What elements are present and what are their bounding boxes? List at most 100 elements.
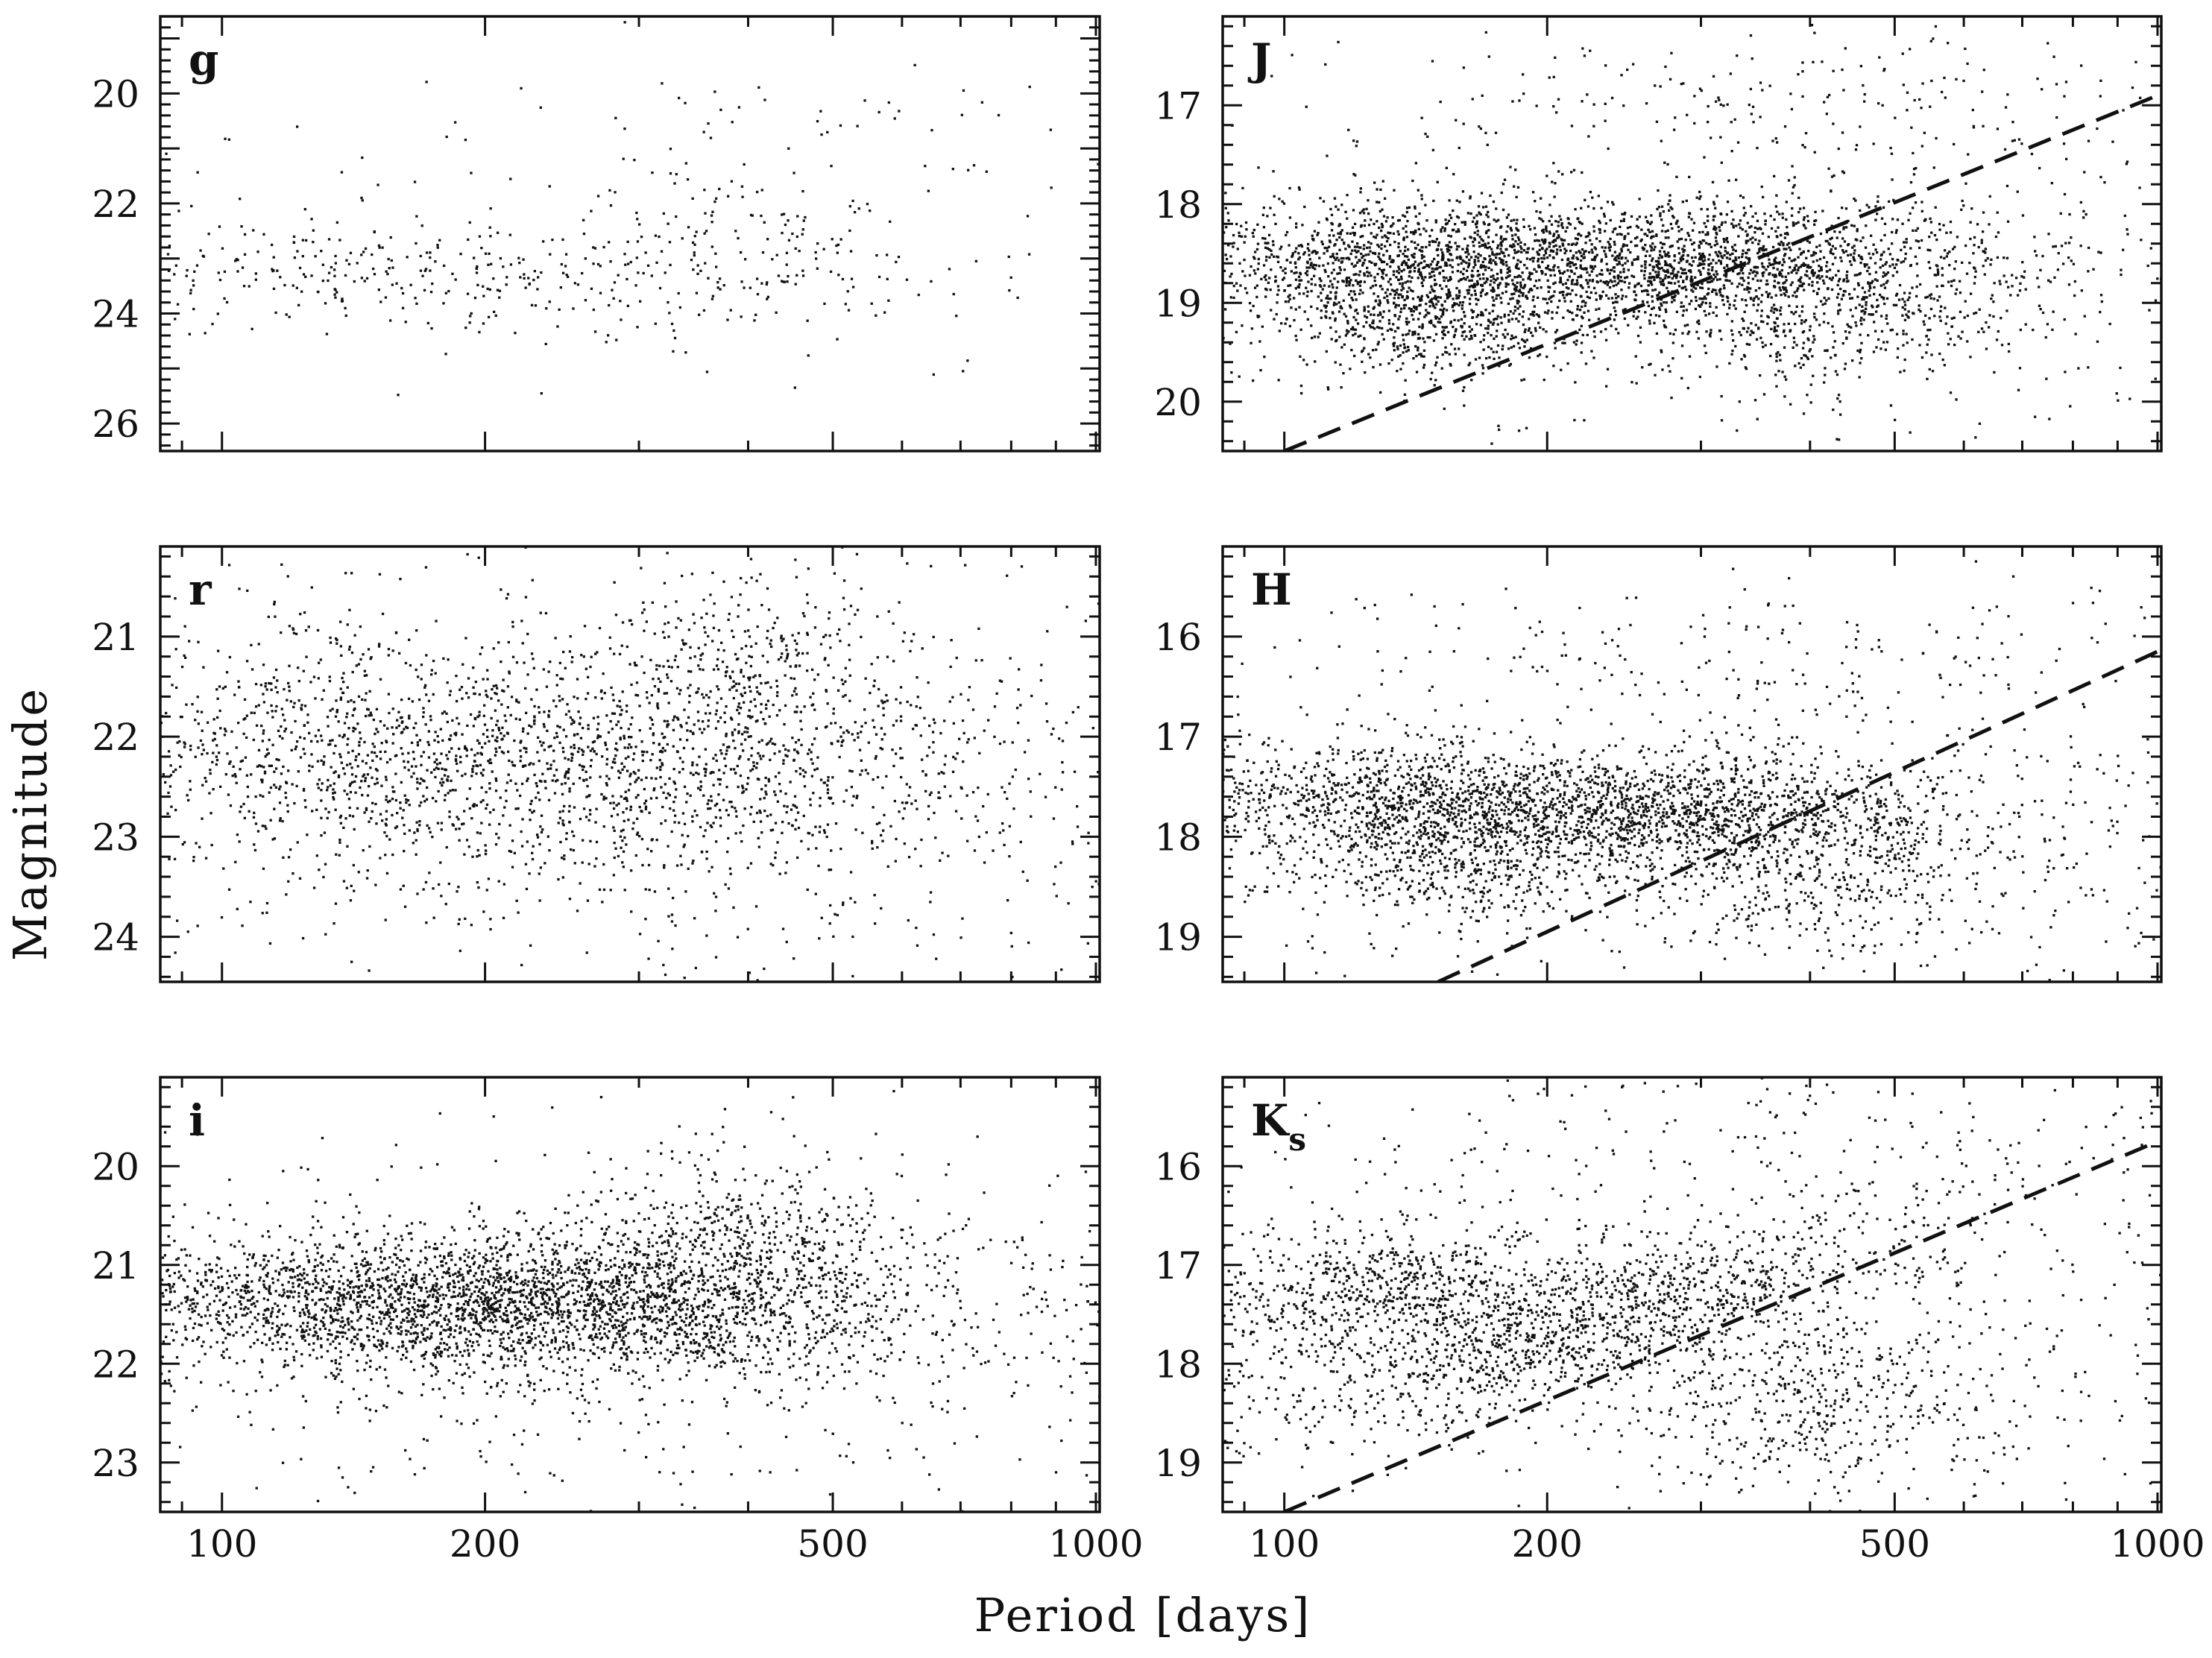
data-point xyxy=(760,1249,763,1252)
data-point xyxy=(162,1256,164,1258)
data-point xyxy=(364,1289,366,1291)
data-point xyxy=(912,728,914,730)
data-point xyxy=(344,789,346,792)
data-point xyxy=(165,1336,167,1338)
data-point xyxy=(696,763,698,766)
data-point xyxy=(486,736,488,738)
data-point xyxy=(1028,253,1030,256)
y-tick-label: 20 xyxy=(92,72,139,116)
data-point xyxy=(526,633,529,635)
data-point xyxy=(420,764,422,766)
data-point xyxy=(333,1310,335,1312)
data-point xyxy=(315,1200,318,1202)
data-point xyxy=(848,700,851,702)
data-point xyxy=(307,1293,309,1295)
data-point xyxy=(751,576,753,579)
data-point xyxy=(552,1331,555,1334)
data-point xyxy=(755,1344,757,1346)
data-point xyxy=(679,724,681,726)
data-point xyxy=(751,716,753,718)
data-point xyxy=(197,1279,199,1282)
data-point xyxy=(372,743,374,745)
data-point xyxy=(265,1264,268,1266)
data-point xyxy=(526,1323,529,1325)
data-point xyxy=(676,716,678,719)
data-point xyxy=(555,637,557,639)
data-point xyxy=(275,669,277,671)
data-point xyxy=(456,890,458,892)
data-point xyxy=(703,626,705,628)
data-point xyxy=(878,276,880,278)
data-point xyxy=(644,1271,646,1273)
data-point xyxy=(567,758,570,760)
data-point xyxy=(707,704,709,706)
data-point xyxy=(353,280,356,283)
data-point xyxy=(568,790,570,792)
data-point xyxy=(620,772,622,774)
data-point xyxy=(1008,855,1010,857)
data-point xyxy=(638,223,640,225)
data-point xyxy=(706,851,708,853)
data-point xyxy=(629,1251,631,1253)
data-point xyxy=(531,811,533,813)
data-point xyxy=(552,760,555,762)
data-point xyxy=(741,785,743,787)
data-point xyxy=(373,719,375,721)
data-point xyxy=(760,757,762,760)
data-point xyxy=(564,1270,566,1273)
data-point xyxy=(456,1325,458,1327)
data-point xyxy=(593,1323,596,1326)
data-point xyxy=(464,747,466,749)
data-point xyxy=(687,670,690,672)
data-point xyxy=(340,1275,342,1277)
data-point xyxy=(1087,942,1089,945)
data-point xyxy=(395,727,397,729)
data-point xyxy=(554,1347,556,1349)
data-point xyxy=(461,734,463,736)
data-point xyxy=(619,300,621,302)
data-point xyxy=(707,807,709,810)
data-point xyxy=(708,870,710,872)
data-point xyxy=(562,751,564,753)
data-point xyxy=(258,749,260,751)
data-point xyxy=(511,696,513,698)
data-point xyxy=(740,315,743,318)
data-point xyxy=(916,808,918,810)
data-point xyxy=(271,1323,274,1325)
data-point xyxy=(661,733,664,735)
data-point xyxy=(948,1334,951,1336)
data-point xyxy=(977,819,979,822)
data-point xyxy=(350,885,353,887)
data-point xyxy=(960,936,962,939)
data-point xyxy=(310,274,312,277)
data-point xyxy=(379,1285,382,1287)
data-point xyxy=(683,709,685,711)
data-point xyxy=(620,727,622,729)
data-point xyxy=(743,687,746,689)
data-point xyxy=(336,221,338,224)
data-point xyxy=(795,693,798,696)
data-point xyxy=(192,284,195,286)
data-point xyxy=(802,769,804,772)
data-point xyxy=(673,716,675,718)
data-point xyxy=(276,1325,278,1327)
data-point xyxy=(933,719,935,721)
data-point xyxy=(693,917,696,919)
data-point xyxy=(686,729,688,731)
data-point xyxy=(894,117,896,119)
data-point xyxy=(786,280,788,283)
data-point xyxy=(672,801,675,803)
data-point xyxy=(334,792,336,794)
data-point xyxy=(716,760,718,762)
data-point xyxy=(347,1279,349,1282)
data-point xyxy=(774,622,776,624)
data-point xyxy=(310,753,312,755)
data-point xyxy=(422,707,424,709)
data-point xyxy=(476,1279,478,1281)
data-point xyxy=(631,828,634,830)
data-point xyxy=(257,1313,259,1315)
data-point xyxy=(794,795,796,798)
data-point xyxy=(330,1257,333,1259)
data-point xyxy=(668,778,670,780)
data-point xyxy=(828,611,831,614)
